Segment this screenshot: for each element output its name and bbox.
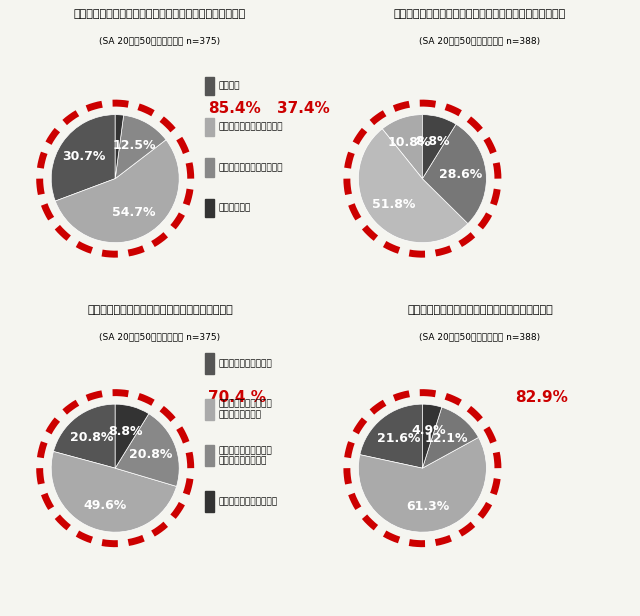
Text: (SA 20代～50代の既婚女性 n=375): (SA 20代～50代の既婚女性 n=375) [99,333,221,341]
Text: 70.4 %: 70.4 % [208,391,266,405]
Text: 20.8%: 20.8% [70,431,113,444]
Wedge shape [115,115,166,179]
Text: どちらかと言えば気を
使ってくれている: どちらかと言えば気を 使ってくれている [219,400,273,419]
Wedge shape [382,115,422,179]
Text: どちらかと言えば気を
使ってくれていない: どちらかと言えば気を 使ってくれていない [219,446,273,465]
Text: 4.9%: 4.9% [411,424,445,437]
Bar [205,491,214,512]
Text: 【図７】妻は自分の健康に気を使っていますか？: 【図７】妻は自分の健康に気を使っていますか？ [407,304,553,315]
Wedge shape [360,404,422,468]
Bar [205,353,214,374]
Bar [205,77,214,95]
Text: 気にならない: 気にならない [219,204,251,213]
Text: 【図６】夫は自分の健康に気を使っていますか？: 【図６】夫は自分の健康に気を使っていますか？ [87,304,233,315]
Wedge shape [51,115,115,201]
Wedge shape [358,437,486,532]
Text: 12.1%: 12.1% [425,432,468,445]
Text: 51.8%: 51.8% [372,198,415,211]
Text: (SA 20代～50代の既婚女性 n=375): (SA 20代～50代の既婚女性 n=375) [99,37,221,46]
Text: 10.8%: 10.8% [388,136,431,149]
Wedge shape [422,115,456,179]
Text: (SA 20代～50代の既婚男性 n=388): (SA 20代～50代の既婚男性 n=388) [419,333,541,341]
Text: 20.8%: 20.8% [129,448,173,461]
Text: 61.3%: 61.3% [406,500,449,513]
Bar [205,199,214,217]
Text: 54.7%: 54.7% [112,206,156,219]
Bar [205,399,214,420]
Wedge shape [115,115,124,179]
Text: どちらかと言えば気になる: どちらかと言えば気になる [219,123,283,131]
Wedge shape [115,414,179,487]
Text: 【図４】夫の食生活・栄養バランス等が気になりますか？: 【図４】夫の食生活・栄養バランス等が気になりますか？ [74,9,246,19]
Text: 49.6%: 49.6% [83,498,126,512]
Text: 37.4%: 37.4% [277,101,330,116]
Text: 21.6%: 21.6% [376,432,420,445]
Text: 気を使ってくれている: 気を使ってくれている [219,359,273,368]
Text: 85.4%: 85.4% [208,101,260,116]
Text: (SA 20代～50代の既婚男性 n=388): (SA 20代～50代の既婚男性 n=388) [419,37,541,46]
Wedge shape [422,124,486,224]
Text: どちらかと言えば気になる: どちらかと言えば気になる [219,163,283,172]
Text: 8.8%: 8.8% [415,135,450,148]
Text: 気を使ってくれていない: 気を使ってくれていない [219,497,278,506]
Wedge shape [51,452,177,532]
Text: 28.6%: 28.6% [439,168,482,180]
Wedge shape [115,404,149,468]
Text: 82.9%: 82.9% [515,391,568,405]
Wedge shape [422,404,442,468]
Text: 12.5%: 12.5% [113,139,156,152]
Bar [205,445,214,466]
Text: 30.7%: 30.7% [62,150,106,163]
Wedge shape [422,407,479,468]
Text: 気になる: 気になる [219,82,240,91]
Text: 8.8%: 8.8% [108,424,143,438]
Wedge shape [53,404,115,468]
Bar [205,118,214,136]
Wedge shape [358,129,468,243]
Bar [205,158,214,177]
Wedge shape [55,140,179,243]
Text: 【図５】妻の食生活・栄養バランス等が気になりますか？: 【図５】妻の食生活・栄養バランス等が気になりますか？ [394,9,566,19]
